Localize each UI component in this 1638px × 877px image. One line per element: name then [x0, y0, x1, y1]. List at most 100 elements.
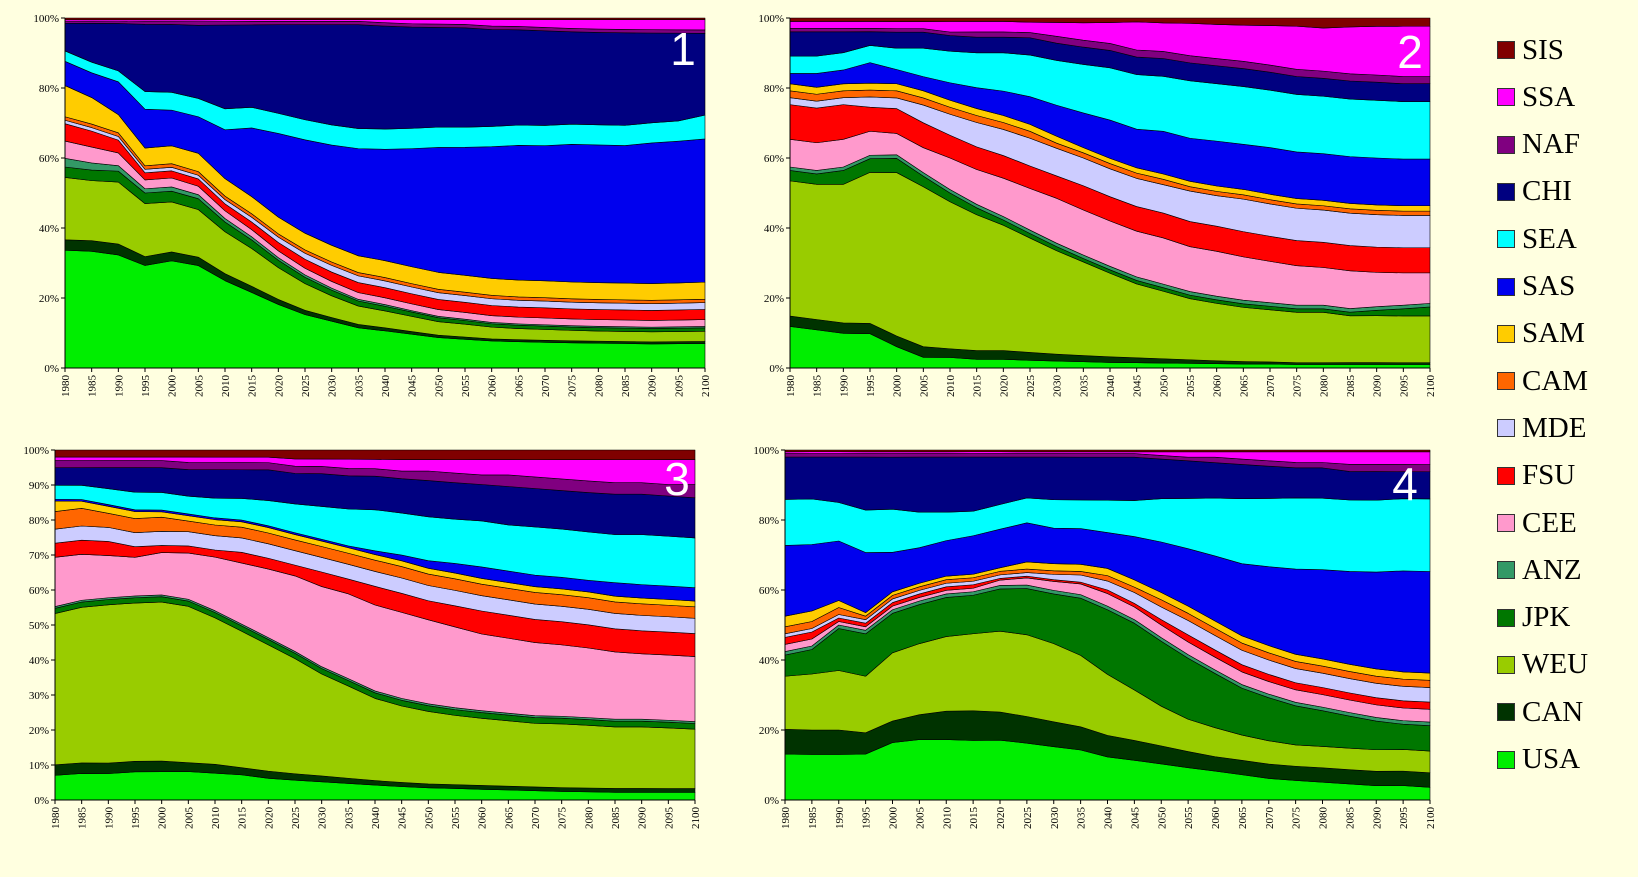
x-tick-label: 2025 — [290, 807, 302, 830]
x-tick-label: 1995 — [130, 807, 142, 830]
x-tick-label: 2090 — [1371, 807, 1383, 830]
y-tick-label: 80% — [759, 515, 779, 527]
x-tick-label: 2005 — [193, 375, 205, 398]
x-tick-label: 2060 — [477, 807, 489, 830]
x-tick-label: 1985 — [87, 375, 99, 398]
x-tick-label: 2050 — [1156, 807, 1168, 830]
y-tick-label: 20% — [29, 725, 49, 737]
legend-label: ANZ — [1522, 553, 1582, 586]
x-tick-label: 1980 — [60, 375, 72, 398]
panel-number: 2 — [1397, 26, 1423, 78]
x-tick-label: 2085 — [610, 807, 622, 830]
x-tick-label: 1995 — [861, 807, 873, 830]
y-tick-label: 60% — [29, 585, 49, 597]
x-tick-label: 2055 — [450, 807, 462, 830]
area-sis-panel-1 — [64, 17, 706, 21]
y-tick-label: 60% — [764, 153, 784, 165]
legend-label: MDE — [1522, 411, 1587, 444]
x-tick-label: 2060 — [1212, 375, 1224, 398]
x-tick-label: 2015 — [968, 807, 980, 830]
legend-swatch — [1497, 655, 1515, 674]
x-tick-label: 2015 — [972, 375, 984, 398]
x-tick-label: 1990 — [113, 375, 125, 398]
x-tick-label: 2010 — [210, 807, 222, 830]
legend-swatch — [1497, 514, 1515, 532]
x-tick-label: 2040 — [1103, 807, 1115, 830]
x-tick-label: 2095 — [673, 375, 685, 398]
legend-swatch — [1497, 608, 1515, 627]
x-tick-label: 2035 — [1076, 807, 1088, 830]
legend-swatch — [1497, 41, 1515, 59]
x-tick-label: 2095 — [1398, 807, 1410, 830]
legend-item-ssa: SSA — [1497, 77, 1575, 117]
chart-panel-2: 0% 20% 40% 60% 80% 100% 1980 1985 1990 1995 2000 20… — [750, 0, 1490, 430]
x-tick-label: 2005 — [918, 375, 930, 398]
y-tick-label: 80% — [39, 83, 59, 95]
x-tick-label: 2045 — [1132, 375, 1144, 398]
x-tick-label: 2095 — [1398, 375, 1410, 398]
x-tick-label: 2065 — [513, 375, 525, 398]
x-tick-label: 2015 — [237, 807, 249, 830]
panel-number: 3 — [664, 453, 690, 505]
legend-swatch — [1497, 466, 1515, 485]
x-tick-label: 2075 — [1292, 375, 1304, 398]
x-tick-label: 2020 — [995, 807, 1007, 830]
chart-svg-1: 0% 20% 40% 60% 80% 100% 1980 1985 1990 1995 2000 20… — [33, 13, 712, 398]
legend-swatch — [1497, 372, 1515, 391]
legend-label: SIS — [1522, 33, 1564, 66]
y-tick-label: 0% — [764, 795, 779, 807]
x-tick-label: 2090 — [1372, 375, 1384, 398]
x-tick-label: 1980 — [785, 375, 797, 398]
y-tick-label: 40% — [764, 223, 784, 235]
legend-label: SAS — [1522, 270, 1576, 302]
x-tick-label: 2090 — [637, 807, 649, 830]
x-tick-label: 1980 — [50, 807, 62, 830]
x-tick-label: 2085 — [1345, 375, 1357, 398]
y-tick-label: 80% — [29, 515, 49, 527]
x-tick-label: 2070 — [1265, 375, 1277, 398]
x-tick-label: 2050 — [423, 807, 435, 830]
x-tick-label: 2065 — [1238, 375, 1250, 398]
area-sis-panel-4 — [784, 449, 1431, 453]
legend-item-mde: MDE — [1497, 408, 1586, 448]
y-tick-label: 20% — [39, 293, 59, 305]
legend-swatch — [1497, 230, 1515, 249]
chart-panel-3: 0% 10% 20% 30% 40% 50% 60% 70% 80% 90% 100% 1980 198… — [0, 435, 745, 877]
legend-item-sea: SEA — [1497, 219, 1577, 259]
x-tick-label: 2000 — [167, 375, 179, 398]
y-tick-label: 60% — [39, 153, 59, 165]
y-tick-label: 50% — [29, 620, 49, 632]
x-tick-label: 2035 — [343, 807, 355, 830]
area-sis-panel-3 — [54, 449, 696, 460]
legend-label: CAN — [1522, 695, 1584, 728]
y-tick-label: 30% — [29, 690, 49, 702]
legend-label: SAM — [1522, 317, 1585, 350]
x-tick-label: 2055 — [1185, 375, 1197, 398]
y-tick-label: 100% — [758, 13, 784, 25]
y-tick-label: 0% — [44, 363, 59, 375]
x-tick-label: 2010 — [941, 807, 953, 830]
x-tick-label: 2070 — [1264, 807, 1276, 830]
x-tick-label: 2060 — [487, 374, 499, 397]
x-tick-label: 2050 — [433, 375, 445, 398]
y-tick-label: 0% — [769, 363, 784, 375]
y-tick-label: 60% — [759, 585, 779, 597]
legend-item-weu: WEU — [1497, 645, 1588, 685]
x-tick-label: 1995 — [865, 375, 877, 398]
x-tick-label: 1985 — [807, 807, 819, 830]
y-tick-label: 0% — [34, 795, 49, 807]
legend-item-sam: SAM — [1497, 314, 1585, 354]
x-tick-label: 2040 — [1105, 375, 1117, 398]
x-tick-label: 2020 — [998, 375, 1010, 398]
legend-item-sis: SIS — [1497, 30, 1564, 70]
x-tick-label: 2025 — [1025, 375, 1037, 398]
legend-label: CHI — [1522, 175, 1572, 208]
x-tick-label: 2060 — [1210, 807, 1222, 830]
x-tick-label: 2010 — [945, 375, 957, 398]
x-tick-label: 2030 — [327, 375, 339, 398]
x-tick-label: 2030 — [1052, 375, 1064, 398]
legend-label: CEE — [1522, 506, 1577, 539]
legend-label: NAF — [1522, 128, 1581, 161]
legend-swatch — [1497, 324, 1515, 343]
x-tick-label: 2045 — [397, 807, 409, 830]
